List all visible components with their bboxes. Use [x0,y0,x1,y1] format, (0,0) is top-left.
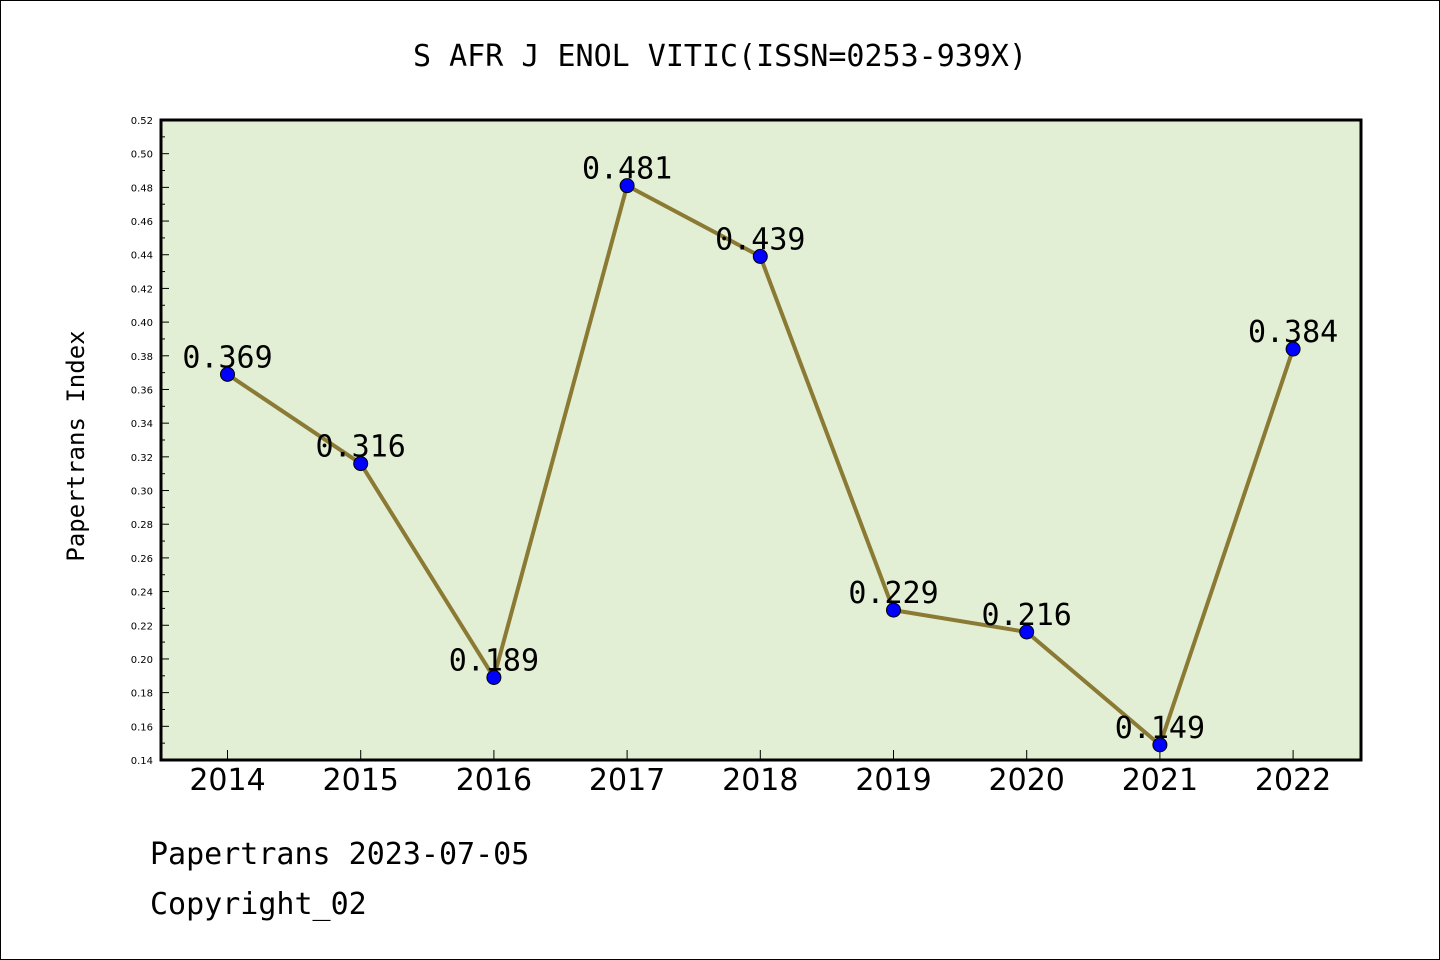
y-tick-label: 0.18 [131,689,153,700]
y-tick-label: 0.32 [131,453,153,464]
data-label: 0.369 [182,340,272,375]
data-labels: 0.369 0.316 0.189 0.481 0.439 0.229 0.216 0.149… [182,152,1338,746]
x-tick-label: 2018 [722,763,798,798]
data-point [486,669,502,685]
y-tick-label: 0.50 [131,150,153,161]
y-tick-label: 0.44 [131,251,153,262]
x-tick-label: 2015 [323,763,399,798]
data-point [886,602,901,618]
data-label: 0.189 [449,643,539,678]
data-point [619,178,635,194]
x-tick-label: 2017 [589,763,665,798]
x-tick-label: 2019 [855,763,931,798]
data-point [1285,341,1301,357]
data-point [1019,624,1035,640]
y-tick-label: 0.30 [131,487,153,498]
data-label: 0.316 [316,430,406,465]
data-point [1152,737,1168,753]
y-tick-label: 0.34 [131,419,153,430]
y-tick-label: 0.42 [131,284,153,295]
y-tick-label: 0.16 [131,722,153,733]
data-point [220,366,235,382]
data-label: 0.216 [982,598,1072,633]
y-axis: 0.14 0.16 0.18 0.20 0.22 0.24 0.26 0.28 0.30 0.32… [131,116,169,767]
y-tick-label: 0.20 [131,655,153,666]
plot-area [161,120,1361,760]
data-point [353,456,369,472]
data-label: 0.229 [848,576,938,611]
footer-copyright: Copyright_02 [150,887,367,922]
data-points [220,178,1301,753]
y-tick-label: 0.14 [131,756,153,767]
x-tick-label: 2021 [1122,763,1198,798]
data-label: 0.149 [1115,711,1205,746]
y-tick-label: 0.22 [131,621,153,632]
data-point [752,248,768,264]
footer-date: Papertrans 2023-07-05 [150,837,529,872]
data-label: 0.481 [582,152,672,187]
plot-border [159,118,1363,762]
chart-title: S AFR J ENOL VITIC(ISSN=0253-939X) [413,39,1027,74]
y-tick-label: 0.46 [131,217,153,228]
y-tick-label: 0.28 [131,520,153,531]
y-tick-label: 0.38 [131,352,153,363]
data-label: 0.384 [1248,315,1338,350]
x-tick-label: 2020 [989,763,1065,798]
y-tick-label: 0.40 [131,318,153,329]
x-tick-label: 2016 [456,763,532,798]
x-axis: 2014 2015 2016 2017 2018 2019 2020 2021 2022 [189,750,1331,798]
y-tick-label: 0.52 [131,116,153,127]
data-label: 0.439 [715,222,805,257]
y-tick-label: 0.26 [131,554,153,565]
y-tick-label: 0.48 [131,183,153,194]
y-tick-label: 0.24 [131,588,153,599]
x-tick-label: 2014 [189,763,265,798]
y-axis-label: Papertrans Index [62,330,90,561]
x-tick-label: 2022 [1255,763,1331,798]
y-tick-label: 0.36 [131,385,153,396]
